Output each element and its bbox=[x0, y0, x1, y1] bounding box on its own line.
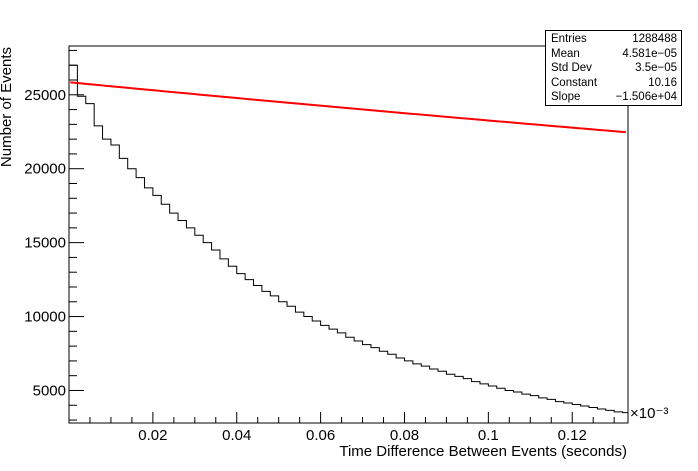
histogram-bars bbox=[69, 64, 628, 414]
stats-label: Constant bbox=[551, 76, 598, 89]
x-axis-title: Time Difference Between Events (seconds) bbox=[339, 443, 627, 460]
stats-row: Constant 10.16 bbox=[551, 76, 677, 91]
stats-label: Slope bbox=[551, 91, 581, 104]
stats-label: Mean bbox=[551, 47, 580, 60]
x-tick-label: 0.06 bbox=[306, 427, 335, 444]
y-tick-label: 25000 bbox=[24, 87, 66, 104]
stats-value: 3.5e−05 bbox=[635, 62, 677, 75]
plot-frame bbox=[68, 45, 629, 424]
y-tick-label: 5000 bbox=[33, 382, 66, 399]
x-tick-label: 0.04 bbox=[222, 427, 251, 444]
stats-box: Entries 1288488 Mean 4.581e−05 Std Dev 3.5e−0… bbox=[545, 30, 682, 106]
stats-row: Entries 1288488 bbox=[551, 32, 677, 47]
y-tick-label: 15000 bbox=[24, 235, 66, 252]
stats-row: Mean 4.581e−05 bbox=[551, 47, 677, 62]
stats-row: Slope −1.506e+04 bbox=[551, 90, 677, 105]
stats-value: 10.16 bbox=[648, 76, 677, 89]
x-tick-label: 0.12 bbox=[558, 427, 587, 444]
stats-label: Entries bbox=[551, 33, 587, 45]
histogram-outline bbox=[69, 64, 628, 414]
stats-row: Std Dev 3.5e−05 bbox=[551, 61, 677, 76]
x-tick-label: 0.08 bbox=[390, 427, 419, 444]
fit-curve bbox=[70, 81, 626, 134]
axes: 5000 10000 15000 20000 25000 0.02 0.04 0.06 0.08… bbox=[24, 49, 615, 444]
y-tick-label: 20000 bbox=[24, 161, 66, 178]
y-axis-title: Number of Events bbox=[0, 47, 15, 167]
x-exponent-label: ×10⁻³ bbox=[630, 405, 668, 422]
x-tick-label: 0.02 bbox=[138, 427, 167, 444]
fit-line bbox=[70, 81, 626, 134]
x-tick-label: 0.1 bbox=[478, 427, 499, 444]
y-tick-label: 10000 bbox=[24, 309, 66, 326]
stats-value: 4.581e−05 bbox=[622, 47, 677, 60]
stats-label: Std Dev bbox=[551, 62, 592, 75]
stats-value: 1288488 bbox=[632, 33, 677, 45]
stats-value: −1.506e+04 bbox=[615, 91, 677, 104]
